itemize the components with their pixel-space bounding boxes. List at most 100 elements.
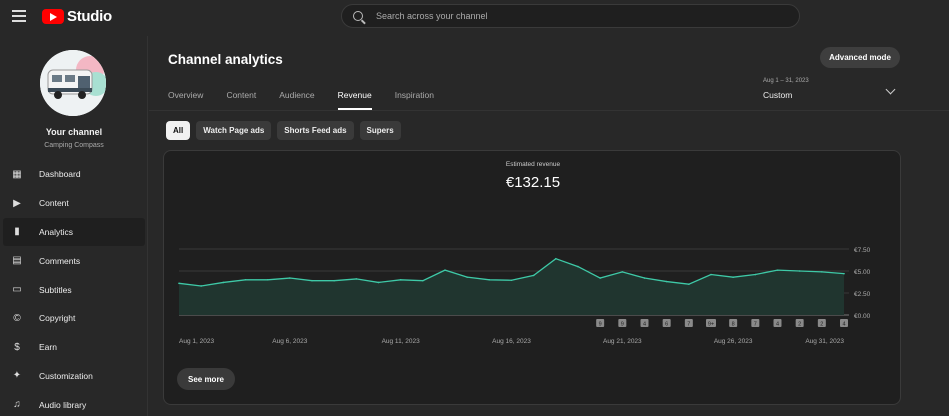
search-input[interactable] (376, 11, 756, 21)
data-point (555, 257, 557, 260)
video-marker[interactable]: 9+ (706, 319, 716, 328)
tab-revenue[interactable]: Revenue (337, 90, 372, 110)
sidebar-item-label: Audio library (39, 399, 87, 410)
video-marker[interactable]: 8 (729, 319, 738, 328)
data-point (466, 276, 468, 278)
advanced-mode-button[interactable]: Advanced mode (820, 47, 900, 68)
tab-inspiration[interactable]: Inspiration (394, 90, 434, 100)
see-more-button[interactable]: See more (177, 368, 235, 390)
sidebar-item-audio-library[interactable]: ♫ Audio library (3, 390, 145, 416)
data-point (621, 271, 624, 273)
sidebar-item-analytics[interactable]: ▮ Analytics (3, 217, 145, 247)
tab-audience[interactable]: Audience (279, 90, 315, 100)
chip-supers[interactable]: Supers (359, 121, 401, 140)
top-bar: Studio (0, 0, 949, 36)
logo-text: Studio (67, 8, 112, 25)
video-marker-box (817, 319, 826, 327)
sidebar-item-label: Analytics (39, 226, 74, 237)
data-point (399, 279, 402, 281)
sidebar-item-dashboard[interactable]: ▦ Dashboard (3, 160, 145, 189)
chip-watch-page-ads[interactable]: Watch Page ads (196, 121, 272, 140)
video-marker-label: 7 (754, 322, 757, 328)
video-marker[interactable]: 4 (640, 319, 649, 328)
sidebar-item-label: Customization (39, 370, 93, 381)
sidebar-item-subtitles[interactable]: ▭ Subtitles (3, 275, 145, 304)
revenue-area (179, 258, 844, 315)
tab-content[interactable]: Content (226, 90, 257, 100)
channel-label: Your channel (45, 127, 103, 137)
video-marker[interactable]: 2 (817, 319, 826, 328)
earn-icon: $ (14, 341, 20, 353)
video-marker-label: 9 (621, 322, 624, 328)
video-marker[interactable]: 7 (684, 319, 693, 328)
sidebar-item-copyright[interactable]: © Copyright (3, 304, 145, 333)
data-point (311, 279, 313, 282)
sidebar-item-comments[interactable]: ▤ Comments (3, 246, 145, 275)
video-marker-label: 9 (599, 322, 602, 328)
video-marker-label: 7 (687, 322, 690, 328)
video-marker[interactable]: 9 (596, 319, 605, 328)
video-marker-box (618, 319, 627, 327)
search-bar[interactable] (341, 4, 800, 28)
video-marker[interactable]: 2 (795, 319, 804, 328)
data-point (665, 280, 668, 283)
sidebar-nav: ▦ Dashboard ▶ Content ▮ Analytics ▤ Comments ▭ Su… (0, 160, 148, 416)
data-point (377, 281, 380, 284)
search-icon[interactable] (353, 11, 363, 21)
video-marker[interactable]: 9 (618, 319, 627, 328)
video-marker-label: 4 (776, 322, 779, 328)
youtube-logo-icon (42, 9, 64, 24)
sidebar-item-label: Content (39, 198, 69, 209)
analytics-icon: ▮ (14, 226, 20, 238)
chip-all[interactable]: All (166, 121, 191, 140)
video-marker-label: 2 (820, 322, 823, 328)
data-point (688, 283, 690, 285)
sidebar-item-label: Subtitles (39, 284, 72, 295)
sidebar-item-label: Copyright (39, 313, 76, 324)
sidebar-item-label: Dashboard (39, 169, 81, 180)
video-marker[interactable]: 4 (840, 319, 848, 328)
y-tick-label: €5.00 (854, 269, 871, 276)
y-tick-label: €0.00 (854, 313, 871, 320)
studio-logo[interactable]: Studio (42, 8, 112, 25)
data-point (222, 281, 225, 284)
menu-icon[interactable] (12, 10, 26, 22)
channel-name: Camping Compass (44, 142, 104, 149)
sidebar-item-customization[interactable]: ✦ Customization (3, 362, 145, 391)
data-point (599, 277, 601, 279)
metric-label: Estimated revenue (505, 161, 561, 168)
data-point (422, 279, 424, 282)
video-marker-label: 9+ (708, 322, 714, 328)
x-tick-label: Aug 31, 2023 (805, 338, 844, 345)
tab-overview[interactable]: Overview (168, 90, 204, 100)
channel-avatar[interactable] (40, 50, 106, 116)
analytics-tabs: Overview Content Audience Revenue Inspiratio… (168, 90, 457, 110)
video-marker-box (706, 319, 716, 327)
data-point (266, 279, 269, 281)
video-marker-label: 2 (798, 322, 801, 328)
copyright-icon: © (13, 312, 21, 324)
data-point (488, 279, 491, 281)
x-tick-label: Aug 11, 2023 (382, 338, 421, 345)
revenue-card: Estimated revenue €132.15 €0.00 €2.50 €5.0… (163, 150, 901, 405)
x-tick-label: Aug 21, 2023 (603, 338, 642, 345)
video-marker-box (729, 319, 738, 327)
video-marker[interactable]: 7 (751, 319, 760, 328)
data-point (821, 271, 823, 273)
comments-icon: ▤ (12, 255, 22, 267)
data-point (798, 270, 801, 272)
video-marker-box (640, 319, 649, 327)
sidebar-item-earn[interactable]: $ Earn (3, 333, 145, 362)
video-marker-box (684, 319, 693, 327)
video-marker-box (751, 319, 760, 327)
y-tick-label: €7.50 (854, 247, 871, 254)
chip-shorts-feed-ads[interactable]: Shorts Feed ads (277, 121, 354, 140)
video-marker-label: 4 (643, 322, 646, 328)
video-marker[interactable]: 6 (662, 319, 671, 328)
chevron-down-icon[interactable] (885, 84, 896, 95)
video-marker-label: 6 (665, 322, 668, 328)
sidebar-item-content[interactable]: ▶ Content (3, 189, 145, 218)
date-picker[interactable]: Custom (763, 90, 793, 100)
video-marker[interactable]: 4 (773, 319, 782, 328)
video-marker-box (795, 319, 804, 327)
